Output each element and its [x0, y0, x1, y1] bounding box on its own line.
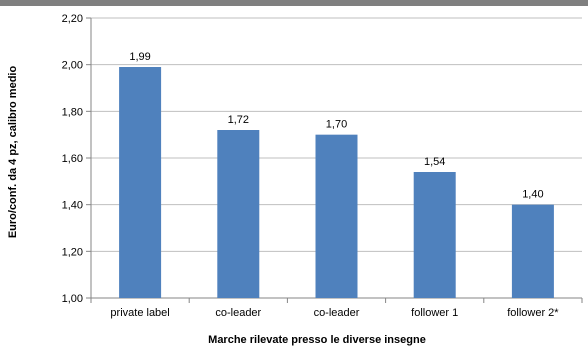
bar: [511, 204, 554, 298]
x-axis-title: Marche rilevate presso le diverse insegn…: [208, 334, 426, 346]
bar: [413, 172, 456, 298]
y-axis-title: Euro/conf. da 4 pz, calibro medio: [7, 66, 19, 239]
data-label: 1,72: [228, 114, 249, 126]
data-label: 1,70: [326, 119, 347, 131]
top-border: [0, 0, 588, 6]
y-tick-label: 1,20: [62, 246, 83, 258]
data-label: 1,54: [424, 156, 445, 168]
y-tick-label: 2,20: [62, 13, 83, 25]
data-label: 1,99: [129, 51, 150, 63]
x-tick-label: follower 2*: [507, 307, 559, 319]
y-tick-label: 2,00: [62, 60, 83, 72]
x-tick-label: follower 1: [411, 307, 458, 319]
y-tick-label: 1,80: [62, 106, 83, 118]
x-tick-label: co-leader: [215, 307, 261, 319]
y-tick-label: 1,60: [62, 153, 83, 165]
x-tick-label: private label: [110, 307, 169, 319]
bar: [119, 67, 162, 298]
y-tick-label: 1,40: [62, 200, 83, 212]
bar: [315, 134, 358, 298]
y-tick-label: 1,00: [62, 293, 83, 305]
bar: [217, 130, 260, 298]
x-tick-label: co-leader: [314, 307, 360, 319]
data-label: 1,40: [522, 189, 543, 201]
